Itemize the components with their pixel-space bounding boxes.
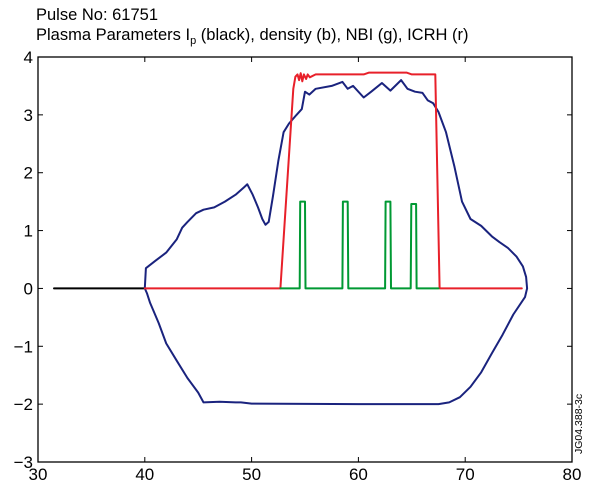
y-tick-label: 0 <box>24 279 33 298</box>
series-line-icrh <box>143 71 523 290</box>
plot-frame <box>37 56 573 463</box>
title-suffix: (black), density (b), NBI (g), ICRH (r) <box>196 26 469 44</box>
x-tick-label: 30 <box>29 465 48 484</box>
chart-title-line1: Pulse No: 61751 <box>36 6 159 24</box>
x-tick-label: 40 <box>135 465 154 484</box>
x-tick-label: 80 <box>563 465 582 484</box>
title-subscript: p <box>190 35 197 47</box>
y-tick-label: 3 <box>24 106 33 125</box>
figure-id-label: JG04.388-3c <box>573 394 585 454</box>
series-line-density <box>143 79 529 406</box>
chart-title-line2: Plasma Parameters Ip (black), density (b… <box>36 26 468 47</box>
y-tick-label: 1 <box>24 222 33 241</box>
x-tick-label: 50 <box>242 465 261 484</box>
y-tick-label: −3 <box>14 453 33 472</box>
y-tick-label: 4 <box>24 48 33 67</box>
series-layer <box>53 71 529 406</box>
ticks-layer: 30 40 50 60 70 80 −3 −2 −1 0 1 2 3 4 <box>14 48 582 484</box>
x-tick-label: 60 <box>349 465 368 484</box>
y-tick-label: 2 <box>24 164 33 183</box>
series-line-nbi <box>279 200 440 290</box>
y-tick-label: −2 <box>14 395 33 414</box>
x-tick-label: 70 <box>456 465 475 484</box>
title-prefix: Plasma Parameters I <box>36 26 191 44</box>
y-tick-label: −1 <box>14 337 33 356</box>
